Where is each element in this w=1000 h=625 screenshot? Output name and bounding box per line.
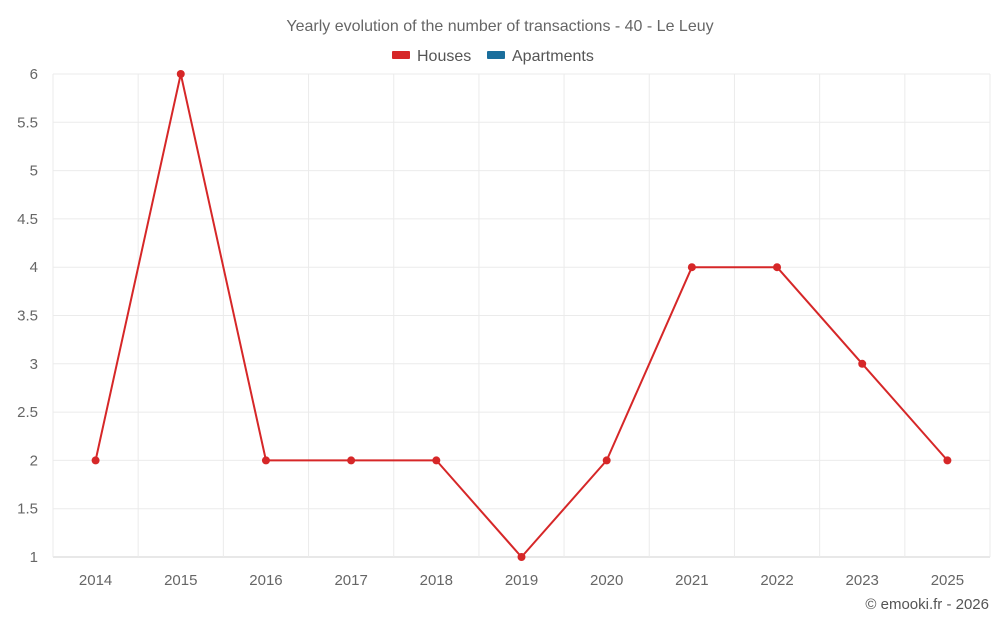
legend-swatch-houses [392, 51, 410, 59]
chart-title: Yearly evolution of the number of transa… [286, 18, 713, 35]
y-tick-label: 4.5 [17, 211, 38, 228]
y-tick-label: 5.5 [17, 114, 38, 131]
y-tick-label: 6 [30, 66, 38, 83]
y-tick-label: 4 [30, 259, 38, 276]
x-tick-label: 2018 [420, 572, 453, 589]
y-axis-ticks: 1 1.5 2 2.5 3 3.5 4 4.5 5 5.5 6 [17, 66, 38, 566]
data-point-houses [773, 263, 782, 272]
x-tick-label: 2022 [760, 572, 793, 589]
data-point-houses [347, 456, 356, 465]
y-tick-label: 2.5 [17, 404, 38, 421]
x-tick-label: 2015 [164, 572, 197, 589]
data-point-houses [517, 553, 526, 561]
data-point-houses [91, 456, 100, 465]
data-point-houses [858, 359, 867, 368]
y-tick-label: 1.5 [17, 501, 38, 518]
y-tick-label: 3.5 [17, 308, 38, 325]
x-tick-label: 2017 [334, 572, 367, 589]
data-point-houses [176, 70, 185, 78]
x-tick-label: 2020 [590, 572, 623, 589]
data-point-houses [432, 456, 441, 465]
y-tick-label: 2 [30, 452, 38, 469]
x-tick-label: 2025 [931, 572, 964, 589]
x-tick-label: 2014 [79, 572, 112, 589]
series-houses [91, 70, 952, 561]
x-tick-label: 2019 [505, 572, 538, 589]
data-point-houses [687, 263, 696, 272]
y-tick-label: 1 [30, 549, 38, 566]
y-tick-label: 3 [30, 356, 38, 373]
x-tick-label: 2023 [846, 572, 879, 589]
y-tick-label: 5 [30, 163, 38, 180]
data-point-houses [602, 456, 611, 465]
legend-item-apartments[interactable]: Apartments [487, 48, 594, 65]
x-tick-label: 2021 [675, 572, 708, 589]
data-point-houses [261, 456, 270, 465]
x-tick-label: 2016 [249, 572, 282, 589]
legend: Houses Apartments [392, 48, 594, 65]
legend-label-houses: Houses [417, 48, 471, 65]
legend-item-houses[interactable]: Houses [392, 48, 471, 65]
legend-label-apartments: Apartments [512, 48, 594, 65]
x-axis-ticks: 2014 2015 2016 2017 2018 2019 2020 2021 2022 2023… [79, 572, 964, 589]
legend-swatch-apartments [487, 51, 505, 59]
credit-text: © emooki.fr - 2026 [865, 596, 989, 613]
data-point-houses [943, 456, 952, 465]
grid [52, 73, 991, 558]
